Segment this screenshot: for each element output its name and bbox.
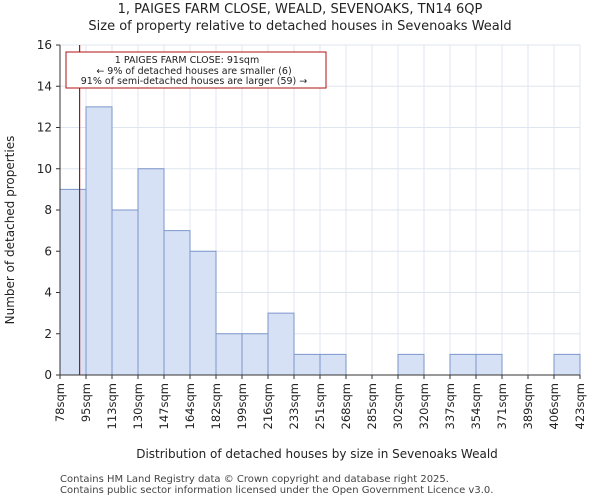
footer-licence: Contains public sector information licen…	[60, 485, 494, 496]
bar-406sqm	[553, 353, 581, 376]
bar-130sqm	[137, 168, 165, 376]
y-ticks: 0 2 4 6 8 10 12 14 16	[37, 38, 60, 382]
x-ticks: 78sqm 95sqm 113sqm 130sqm 147sqm 164sqm 182sqm…	[53, 375, 587, 429]
y-tick-label: 16	[37, 38, 52, 52]
x-tick-label: 147sqm	[157, 383, 171, 429]
x-tick-label: 354sqm	[469, 383, 483, 429]
bar-233sqm	[293, 353, 321, 376]
annotation-box: 1 PAIGES FARM CLOSE: 91sqm ← 9% of detac…	[65, 51, 327, 89]
bar-182sqm	[215, 333, 243, 376]
bar-164sqm	[189, 250, 217, 376]
x-axis-label: Distribution of detached houses by size …	[136, 447, 498, 461]
bar-113sqm	[111, 209, 139, 376]
x-tick-label: 302sqm	[391, 383, 405, 429]
x-tick-label: 268sqm	[339, 383, 353, 429]
x-tick-label: 251sqm	[313, 383, 327, 429]
x-tick-label: 78sqm	[53, 383, 67, 422]
y-tick-label: 8	[44, 203, 52, 217]
annotation-line-3: 91% of semi-detached houses are larger (…	[81, 76, 308, 87]
annotation-line-2: ← 9% of detached houses are smaller (6)	[96, 66, 291, 77]
bar-337sqm	[449, 353, 477, 376]
y-axis-label: Number of detached properties	[3, 136, 17, 325]
bar-216sqm	[267, 312, 295, 376]
y-tick-label: 0	[44, 368, 52, 382]
x-tick-label: 389sqm	[521, 383, 535, 429]
annotation-line-1: 1 PAIGES FARM CLOSE: 91sqm	[115, 55, 259, 66]
x-tick-label: 199sqm	[235, 383, 249, 429]
bar-147sqm	[163, 230, 191, 376]
bars	[59, 106, 581, 376]
y-tick-label: 12	[37, 121, 52, 135]
bar-354sqm	[475, 353, 503, 376]
x-tick-label: 182sqm	[209, 383, 223, 429]
x-tick-label: 95sqm	[79, 383, 93, 422]
chart-title: 1, PAIGES FARM CLOSE, WEALD, SEVENOAKS, …	[117, 2, 483, 17]
x-tick-label: 371sqm	[495, 383, 509, 429]
y-tick-label: 14	[37, 79, 52, 93]
x-tick-label: 233sqm	[287, 383, 301, 429]
chart-subtitle: Size of property relative to detached ho…	[88, 19, 512, 34]
x-tick-label: 130sqm	[131, 383, 145, 429]
x-tick-label: 406sqm	[547, 383, 561, 429]
y-tick-label: 10	[37, 162, 52, 176]
x-tick-label: 285sqm	[365, 383, 379, 429]
bar-199sqm	[241, 333, 269, 376]
y-tick-label: 2	[44, 327, 52, 341]
y-tick-label: 4	[44, 286, 52, 300]
bar-251sqm	[319, 353, 347, 376]
annotation-frame	[65, 51, 327, 89]
x-tick-label: 423sqm	[573, 383, 587, 429]
x-tick-label: 337sqm	[443, 383, 457, 429]
histogram-chart: 0 2 4 6 8 10 12 14 16 78sqm 95sqm 113sqm 130sqm 147s…	[3, 38, 587, 461]
x-tick-label: 320sqm	[417, 383, 431, 429]
y-tick-label: 6	[44, 244, 52, 258]
x-tick-label: 164sqm	[183, 383, 197, 429]
bar-95sqm	[85, 106, 113, 376]
bar-302sqm	[397, 353, 425, 376]
bar-78sqm	[59, 188, 87, 376]
x-tick-label: 113sqm	[105, 383, 119, 429]
x-tick-label: 216sqm	[261, 383, 275, 429]
footer-copyright: Contains HM Land Registry data © Crown c…	[60, 474, 449, 485]
